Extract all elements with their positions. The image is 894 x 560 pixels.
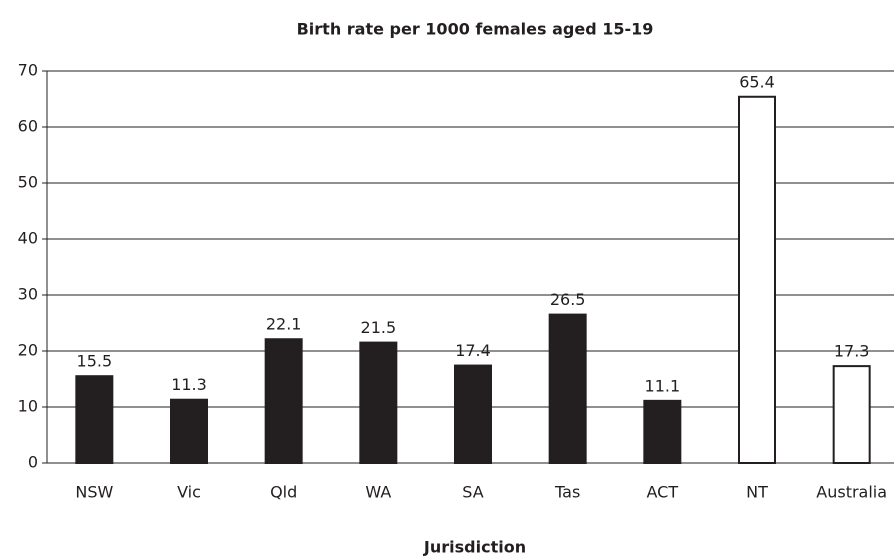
- y-tick-label: 10: [18, 397, 38, 416]
- bar: [170, 398, 208, 464]
- y-tick-label: 60: [18, 117, 38, 136]
- bar: [738, 95, 776, 464]
- y-tick-label: 30: [18, 285, 38, 304]
- y-tick-label: 40: [18, 229, 38, 248]
- x-tick-label: WA: [365, 483, 391, 502]
- bar: [359, 341, 398, 465]
- x-tick-label: Qld: [270, 483, 297, 502]
- x-tick-label: NT: [746, 483, 768, 502]
- data-label: 17.4: [455, 341, 491, 360]
- x-tick-label: ACT: [647, 483, 679, 502]
- bar: [264, 338, 303, 464]
- y-tick-label: 70: [18, 61, 38, 80]
- x-tick-label: Tas: [554, 483, 580, 502]
- x-axis-label: Jurisdiction: [423, 538, 526, 557]
- data-label: 17.3: [834, 342, 870, 361]
- bar: [643, 399, 682, 464]
- chart-title: Birth rate per 1000 females aged 15-19: [297, 20, 654, 39]
- y-tick-label: 50: [18, 173, 38, 192]
- data-label: 11.1: [645, 376, 681, 395]
- data-label: 65.4: [739, 72, 775, 91]
- y-tick-label: 0: [28, 453, 38, 472]
- data-label: 15.5: [77, 352, 113, 371]
- data-label: 11.3: [171, 375, 207, 394]
- bar: [548, 313, 587, 464]
- data-label: 21.5: [361, 318, 397, 337]
- y-tick-label: 20: [18, 341, 38, 360]
- bar: [454, 364, 492, 464]
- x-tick-label: SA: [462, 483, 483, 502]
- data-label: 22.1: [266, 315, 302, 334]
- x-tick-label: Australia: [816, 483, 887, 502]
- x-tick-label: NSW: [75, 483, 113, 502]
- data-label: 26.5: [550, 290, 586, 309]
- bar: [75, 375, 114, 465]
- bar: [832, 365, 871, 464]
- x-tick-label: Vic: [177, 483, 201, 502]
